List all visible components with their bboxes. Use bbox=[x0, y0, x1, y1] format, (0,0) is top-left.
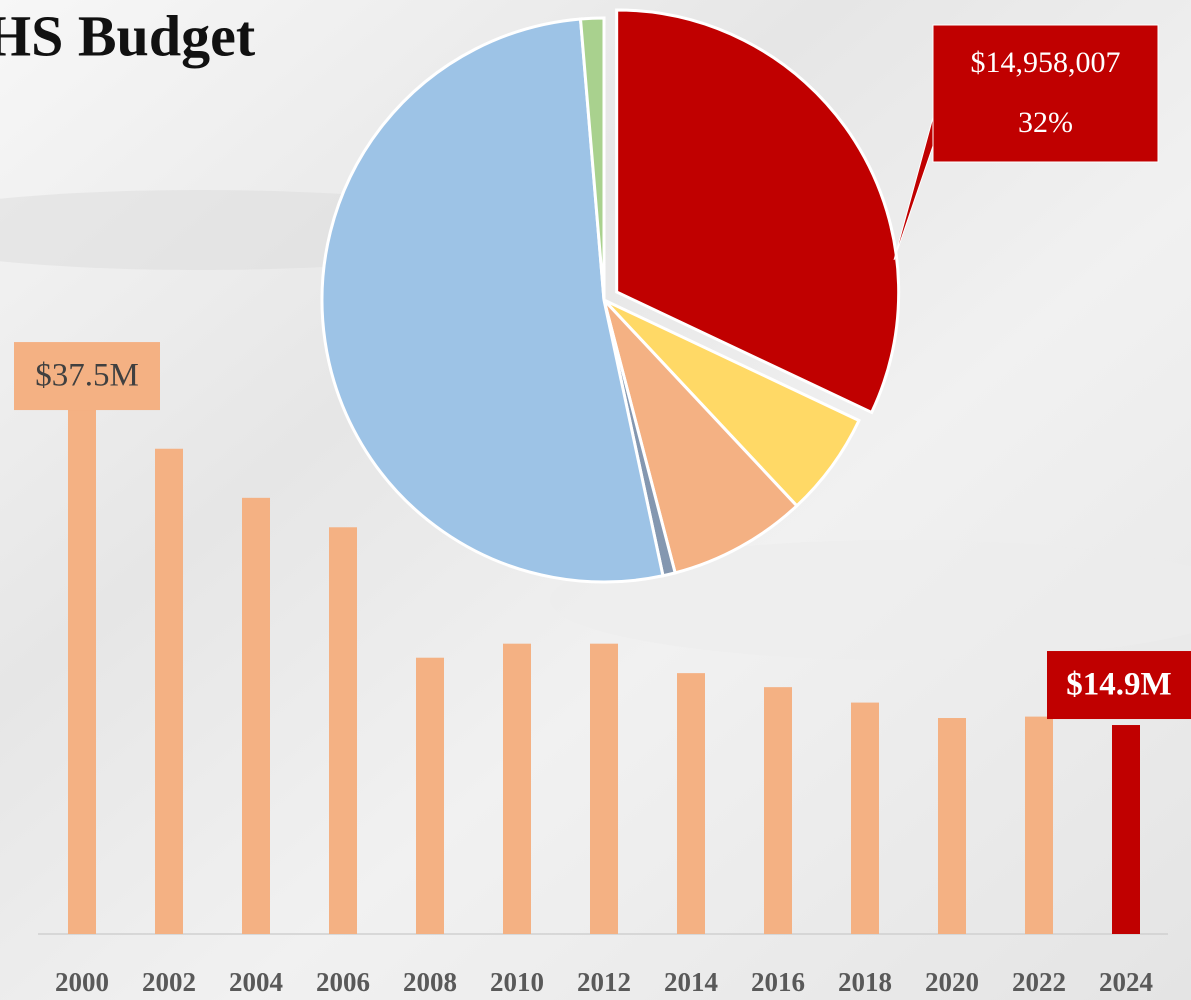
x-tick-label: 2016 bbox=[751, 967, 805, 997]
bar bbox=[503, 643, 531, 934]
percent-label: 32% bbox=[1018, 106, 1073, 139]
bar bbox=[416, 657, 444, 934]
x-tick-label: 2022 bbox=[1012, 967, 1066, 997]
bar bbox=[242, 497, 270, 934]
x-tick-label: 2014 bbox=[664, 967, 718, 997]
bar bbox=[851, 702, 879, 934]
x-tick-label: 2002 bbox=[142, 967, 196, 997]
x-tick-label: 2008 bbox=[403, 967, 457, 997]
title: HS Budget bbox=[0, 3, 256, 68]
bar bbox=[938, 718, 966, 934]
x-tick-label: 2010 bbox=[490, 967, 544, 997]
x-tick-label: 2018 bbox=[838, 967, 892, 997]
x-tick-label: 2012 bbox=[577, 967, 631, 997]
pie-slice bbox=[602, 298, 799, 575]
data-label-box bbox=[14, 342, 160, 411]
bar bbox=[677, 673, 705, 934]
bar bbox=[155, 448, 183, 934]
data-label-box bbox=[1047, 651, 1191, 720]
x-tick-label: 2004 bbox=[229, 967, 283, 997]
pie-slice bbox=[320, 17, 665, 584]
x-tick-label: 2020 bbox=[925, 967, 979, 997]
callout-box bbox=[932, 24, 1159, 163]
pie-slice bbox=[578, 16, 606, 301]
bar bbox=[590, 643, 618, 934]
pie-slice bbox=[615, 8, 901, 415]
bar bbox=[329, 527, 357, 934]
bar bbox=[1112, 725, 1140, 934]
x-tick-label: 2000 bbox=[55, 967, 109, 997]
bar bbox=[68, 408, 96, 934]
texture bbox=[550, 540, 1191, 660]
data-label: $14,958,007 bbox=[971, 46, 1121, 79]
data-label: $37.5M bbox=[35, 358, 139, 394]
bar bbox=[764, 687, 792, 934]
data-label: $14.9M bbox=[1066, 667, 1171, 703]
x-tick-label: 2006 bbox=[316, 967, 370, 997]
x-tick-label: 2024 bbox=[1099, 967, 1153, 997]
bar bbox=[1025, 716, 1053, 934]
